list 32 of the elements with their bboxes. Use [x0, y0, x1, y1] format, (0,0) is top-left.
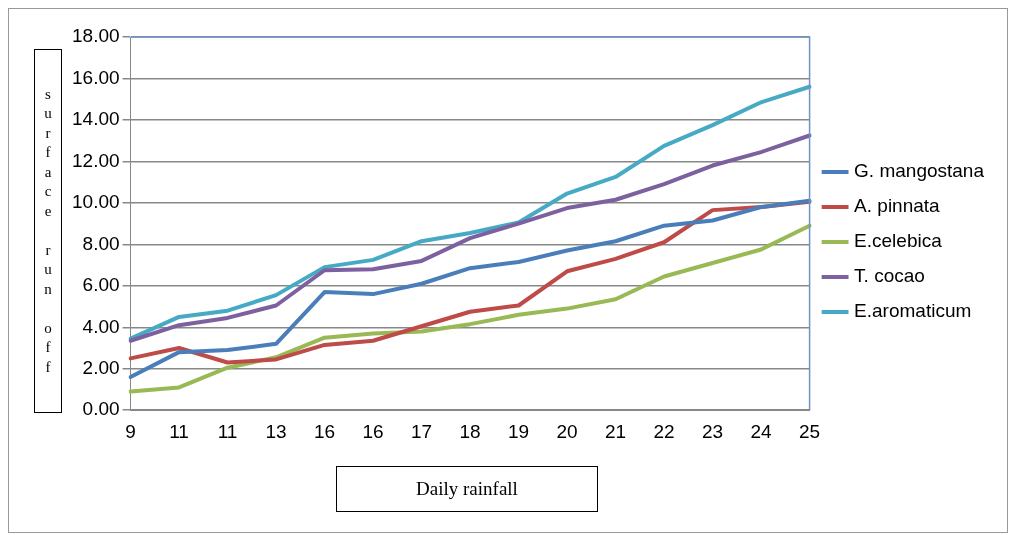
x-tick-label: 18	[459, 420, 481, 442]
text: surface run off	[44, 85, 52, 375]
legend-label: G. mangostana	[854, 160, 985, 182]
y-tick-label: 16.00	[72, 66, 120, 88]
legend-label: E.celebica	[854, 230, 943, 252]
x-tick-label: 11	[169, 420, 189, 442]
y-tick-label: 6.00	[82, 274, 120, 296]
y-tick-label: 2.00	[82, 356, 120, 378]
legend-label: E.aromaticum	[854, 300, 972, 322]
x-tick-label: 24	[750, 420, 773, 442]
x-tick-label: 11	[217, 420, 238, 442]
x-tick-label: 25	[799, 420, 821, 442]
y-tick-label: 8.00	[82, 232, 120, 254]
y-tick-label: 4.00	[82, 315, 120, 337]
y-tick-label: 10.00	[72, 191, 120, 213]
legend-label: T. cocao	[854, 265, 925, 287]
x-tick-label: 19	[508, 420, 530, 442]
x-tick-label: 16	[313, 420, 336, 442]
x-tick-label: 17	[410, 420, 433, 442]
x-tick-label: 21	[605, 420, 627, 442]
y-tick-label: 0.00	[82, 398, 120, 420]
x-tick-label: 23	[702, 420, 724, 442]
y-tick-label: 12.00	[72, 149, 120, 171]
y-tick-label: 18.00	[72, 25, 120, 47]
x-axis-title: Daily rainfall	[336, 466, 598, 512]
x-tick-label: 9	[125, 420, 136, 442]
x-tick-label: 20	[556, 420, 578, 442]
x-tick-label: 13	[265, 420, 287, 442]
y-tick-label: 14.00	[72, 108, 120, 130]
x-tick-label: 22	[653, 420, 675, 442]
legend-label: A. pinnata	[854, 195, 941, 217]
x-tick-label: 16	[362, 420, 384, 442]
